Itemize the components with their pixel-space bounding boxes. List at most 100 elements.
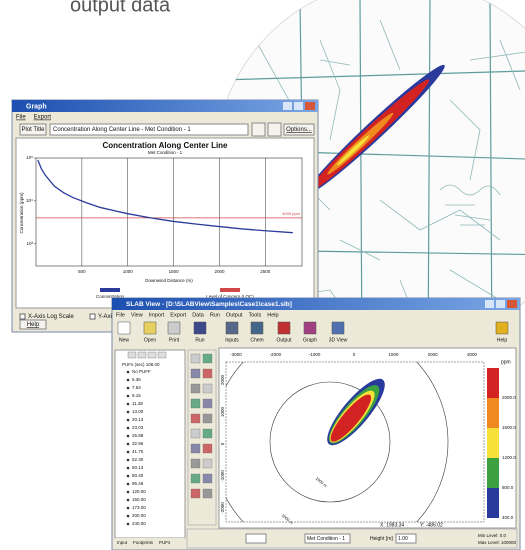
- tree-root[interactable]: PUFs (sec) 108.00: [122, 362, 160, 367]
- minimize-button[interactable]: [485, 300, 494, 308]
- min-level: Min Level: 0.0: [478, 533, 507, 538]
- tree-item[interactable]: 96.46: [132, 481, 144, 486]
- met-select[interactable]: [304, 533, 351, 544]
- menu-item[interactable]: Tools: [248, 312, 261, 318]
- close-button[interactable]: [305, 102, 315, 110]
- zoom-button[interactable]: [251, 122, 266, 137]
- tree-item[interactable]: 200.00: [132, 513, 146, 518]
- tree-item[interactable]: 173.00: [132, 505, 146, 510]
- tree-item[interactable]: No PUFF: [132, 369, 151, 374]
- tree-item[interactable]: 7.63: [132, 385, 141, 390]
- nav-button[interactable]: [147, 351, 157, 359]
- tree-item[interactable]: 80.40: [132, 473, 144, 478]
- tab[interactable]: Input: [117, 540, 128, 545]
- tool-icon[interactable]: [202, 398, 213, 409]
- close-button[interactable]: [507, 300, 517, 308]
- tab[interactable]: Footprints: [133, 540, 154, 545]
- tree-item[interactable]: 9.15: [132, 393, 141, 398]
- x-tick-label: 1000: [123, 269, 134, 274]
- tree-bullet: [126, 458, 130, 462]
- legend-label: 1600.0: [502, 425, 516, 430]
- tool-icon[interactable]: [190, 458, 201, 469]
- tool-icon[interactable]: [190, 413, 201, 424]
- tool-icon[interactable]: [202, 383, 213, 394]
- tool-icon[interactable]: [202, 368, 213, 379]
- tree-item[interactable]: 20.13: [132, 417, 144, 422]
- ruler-y-label: -1000: [220, 470, 225, 482]
- minimize-button[interactable]: [283, 102, 292, 110]
- toolbar-label: Run: [195, 337, 204, 343]
- tab[interactable]: PUFs: [159, 540, 171, 545]
- legend-label: 400.0: [502, 515, 514, 520]
- toolbar-icon[interactable]: [167, 321, 181, 335]
- toolbar-icon[interactable]: [193, 321, 207, 335]
- nav-button[interactable]: [127, 351, 137, 359]
- menu-item[interactable]: Help: [267, 312, 278, 318]
- menu-item[interactable]: View: [131, 312, 143, 318]
- tree-bullet: [126, 498, 130, 502]
- tree-item[interactable]: 23.03: [132, 425, 144, 430]
- tool-icon[interactable]: [190, 473, 201, 484]
- checkbox[interactable]: [19, 313, 26, 320]
- tool-icon[interactable]: [190, 428, 201, 439]
- data-line: [37, 159, 293, 234]
- tool-icon[interactable]: [202, 473, 213, 484]
- toolbar-icon[interactable]: [303, 321, 317, 335]
- height-input[interactable]: [395, 533, 417, 544]
- tool-icon[interactable]: [202, 443, 213, 454]
- tree-item[interactable]: 60.13: [132, 465, 144, 470]
- plot-select[interactable]: [49, 123, 249, 136]
- input[interactable]: [245, 533, 267, 544]
- tree-item[interactable]: 5.36: [132, 377, 141, 382]
- legend-band: [487, 488, 499, 518]
- tree-item[interactable]: 41.70: [132, 449, 144, 454]
- nav-button[interactable]: [157, 351, 167, 359]
- tree-item[interactable]: 26.88: [132, 433, 144, 438]
- maximize-button[interactable]: [496, 300, 505, 308]
- tool-icon[interactable]: [190, 353, 201, 364]
- toolbar-icon[interactable]: [143, 321, 157, 335]
- menu-item[interactable]: Export: [170, 312, 186, 318]
- toolbar-icon[interactable]: [225, 321, 239, 335]
- tool-icon[interactable]: [202, 353, 213, 364]
- tree-item[interactable]: 13.00: [132, 409, 144, 414]
- toolbar-icon[interactable]: [250, 321, 264, 335]
- zoom-out-button[interactable]: [267, 122, 282, 137]
- maximize-button[interactable]: [294, 102, 303, 110]
- tree-item[interactable]: 120.00: [132, 489, 146, 494]
- legend-label: Concentration: [96, 294, 125, 299]
- tool-icon[interactable]: [190, 398, 201, 409]
- tool-icon[interactable]: [202, 428, 213, 439]
- tool-icon[interactable]: [190, 368, 201, 379]
- toolbar-icon[interactable]: [117, 321, 131, 335]
- tool-icon[interactable]: [202, 488, 213, 499]
- tool-icon[interactable]: [190, 383, 201, 394]
- menu-item[interactable]: Export: [34, 115, 52, 121]
- tree-item[interactable]: 52.30: [132, 457, 144, 462]
- menu-item[interactable]: Run: [210, 312, 220, 318]
- tool-icon[interactable]: [190, 443, 201, 454]
- toolbar-icon[interactable]: [331, 321, 345, 335]
- tool-icon[interactable]: [190, 488, 201, 499]
- tree-item[interactable]: 11.38: [132, 401, 143, 406]
- menu-item[interactable]: File: [116, 312, 125, 318]
- menu-item[interactable]: Import: [149, 312, 165, 318]
- ruler-x-label: 0: [353, 352, 356, 357]
- menu-item[interactable]: Data: [192, 312, 205, 318]
- tree-item[interactable]: 150.00: [132, 497, 146, 502]
- tree-item[interactable]: 32.96: [132, 441, 144, 446]
- toolbar-icon[interactable]: [277, 321, 291, 335]
- checkbox[interactable]: [89, 313, 96, 320]
- plot-title-button[interactable]: [19, 123, 47, 136]
- options-button[interactable]: [283, 123, 315, 136]
- ruler-x-label: -1000: [309, 352, 321, 357]
- menu-item[interactable]: File: [16, 115, 26, 121]
- help-button[interactable]: [19, 319, 47, 330]
- menu-item[interactable]: Output: [226, 312, 243, 318]
- nav-button[interactable]: [137, 351, 147, 359]
- tree-item[interactable]: 240.00: [132, 521, 146, 526]
- toolbar-icon[interactable]: [495, 321, 509, 335]
- tool-icon[interactable]: [202, 413, 213, 424]
- chart-panel: [15, 137, 315, 309]
- tool-icon[interactable]: [202, 458, 213, 469]
